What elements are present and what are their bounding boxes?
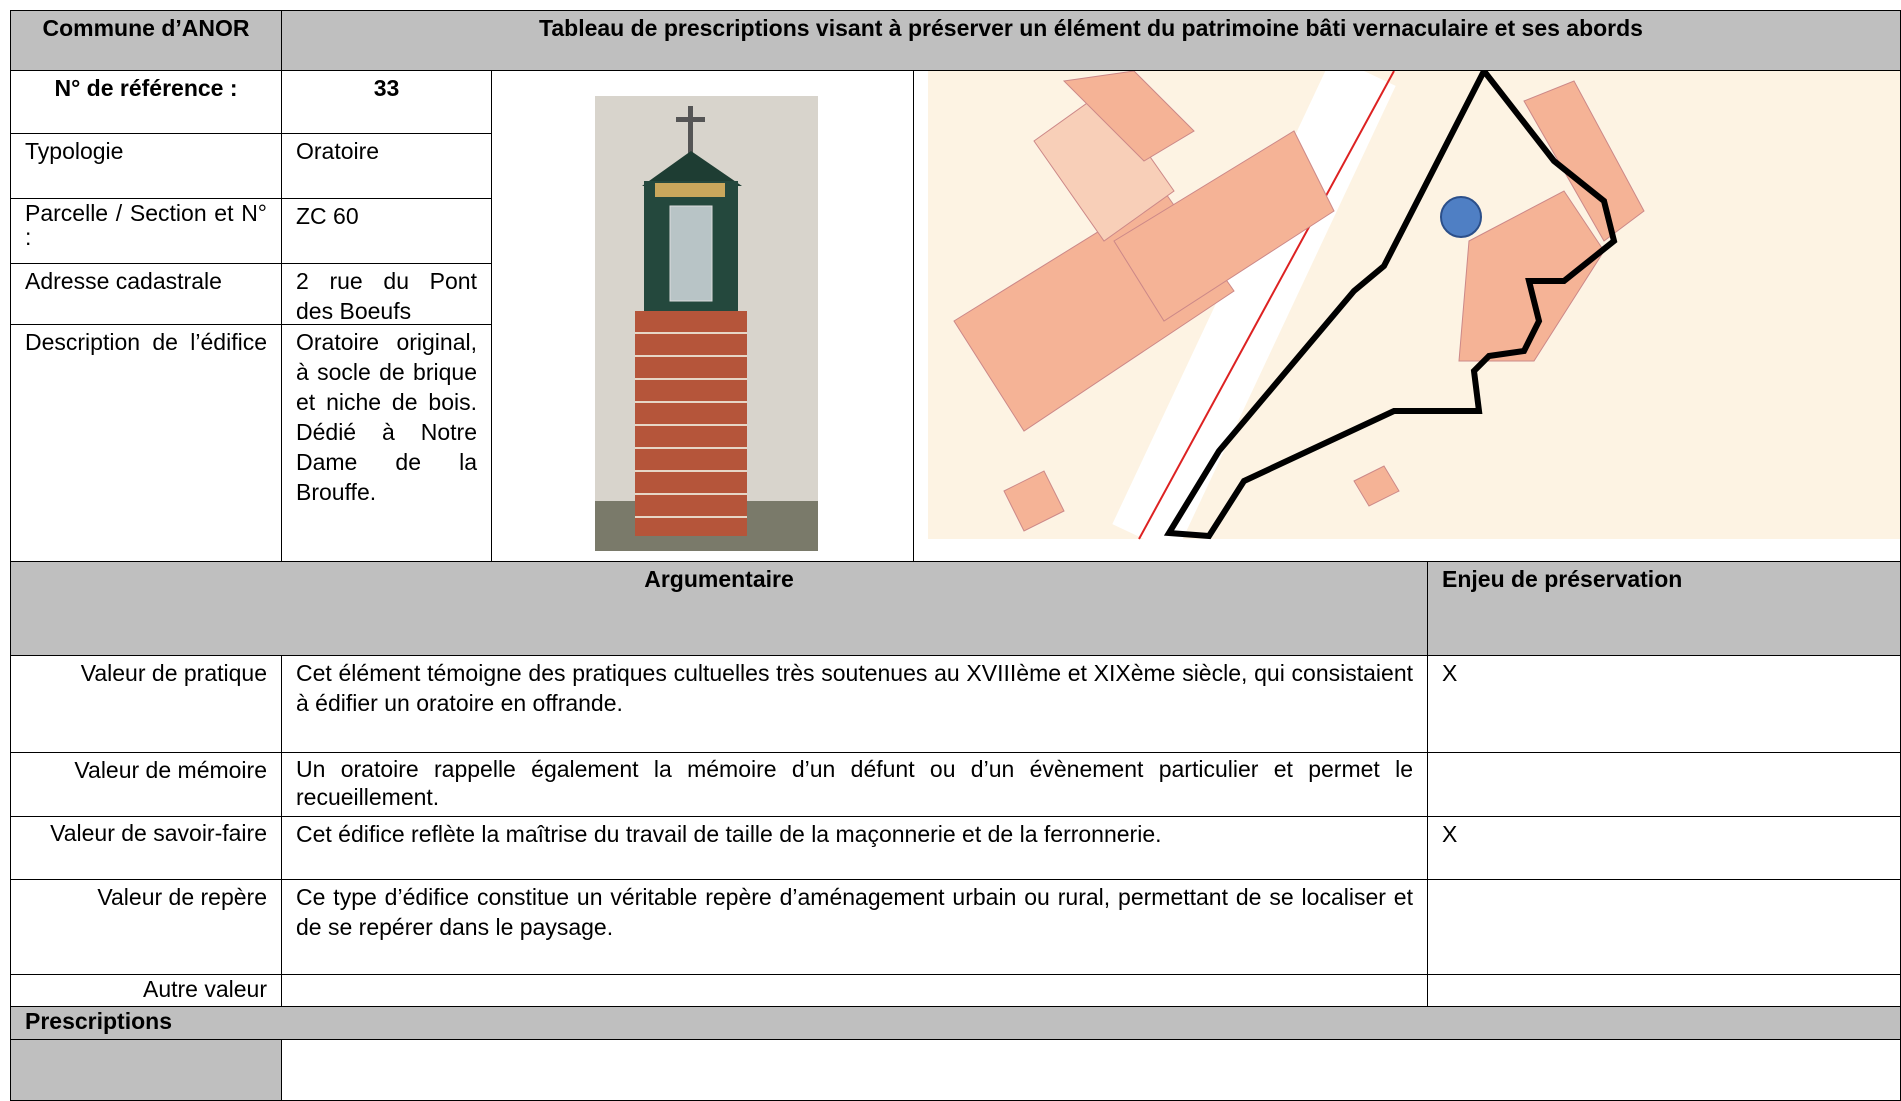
info-label: Description de l’édifice <box>10 324 282 562</box>
row-text: Un oratoire rappelle également la mémoir… <box>281 752 1428 817</box>
rail <box>1138 71 1395 540</box>
row-enjeu <box>1427 752 1901 817</box>
mortar <box>635 332 747 518</box>
title: Tableau de prescriptions visant à préser… <box>281 10 1901 71</box>
building <box>1353 465 1400 507</box>
row-text: Ce type d’édifice constitue un véritable… <box>281 879 1428 975</box>
window <box>669 205 713 302</box>
row-label: Autre valeur <box>10 974 282 1007</box>
photo-cell <box>491 70 914 562</box>
commune: Commune d’ANOR <box>10 10 282 71</box>
building <box>1062 71 1195 162</box>
plaque <box>655 183 725 197</box>
building <box>1523 80 1645 242</box>
row-label: Valeur de savoir-faire <box>10 816 282 880</box>
ref-label: N° de référence : <box>10 70 282 134</box>
info-value: ZC 60 <box>281 198 492 264</box>
enjeu-header: Enjeu de préservation <box>1427 561 1901 656</box>
info-value: Oratoire <box>281 133 492 199</box>
building <box>1113 130 1335 322</box>
info-label: Parcelle / Section et N° : <box>10 198 282 264</box>
row-label: Valeur de repère <box>10 879 282 975</box>
row-text <box>281 974 1428 1007</box>
cross <box>676 117 705 122</box>
info-value: 2 rue du Pont des Boeufs <box>281 263 492 325</box>
argumentaire-header: Argumentaire <box>10 561 1428 656</box>
info-value: Oratoire original, à socle de brique et … <box>281 324 492 562</box>
prescriptions-header: Prescriptions <box>10 1006 1901 1040</box>
row-label: Valeur de mémoire <box>10 752 282 817</box>
prescriptions-body <box>281 1039 1901 1101</box>
row-enjeu <box>1427 974 1901 1007</box>
parcel-outline <box>1163 71 1618 540</box>
info-label: Typologie <box>10 133 282 199</box>
building <box>1033 90 1175 242</box>
photo <box>595 96 818 551</box>
ref-value: 33 <box>281 70 492 134</box>
row-enjeu: X <box>1427 655 1901 753</box>
brick-base <box>635 311 747 536</box>
map <box>928 71 1900 554</box>
prescriptions-side <box>10 1039 282 1101</box>
row-enjeu <box>1427 879 1901 975</box>
roof <box>642 151 742 186</box>
info-label: Adresse cadastrale <box>10 263 282 325</box>
row-label: Valeur de pratique <box>10 655 282 753</box>
row-enjeu: X <box>1427 816 1901 880</box>
row-text: Cet élément témoigne des pratiques cultu… <box>281 655 1428 753</box>
building <box>1458 190 1605 362</box>
building <box>1003 470 1065 532</box>
row-text: Cet édifice reflète la maîtrise du trava… <box>281 816 1428 880</box>
map-cell <box>913 70 1901 562</box>
cross <box>688 106 693 156</box>
location-marker <box>1440 196 1482 238</box>
